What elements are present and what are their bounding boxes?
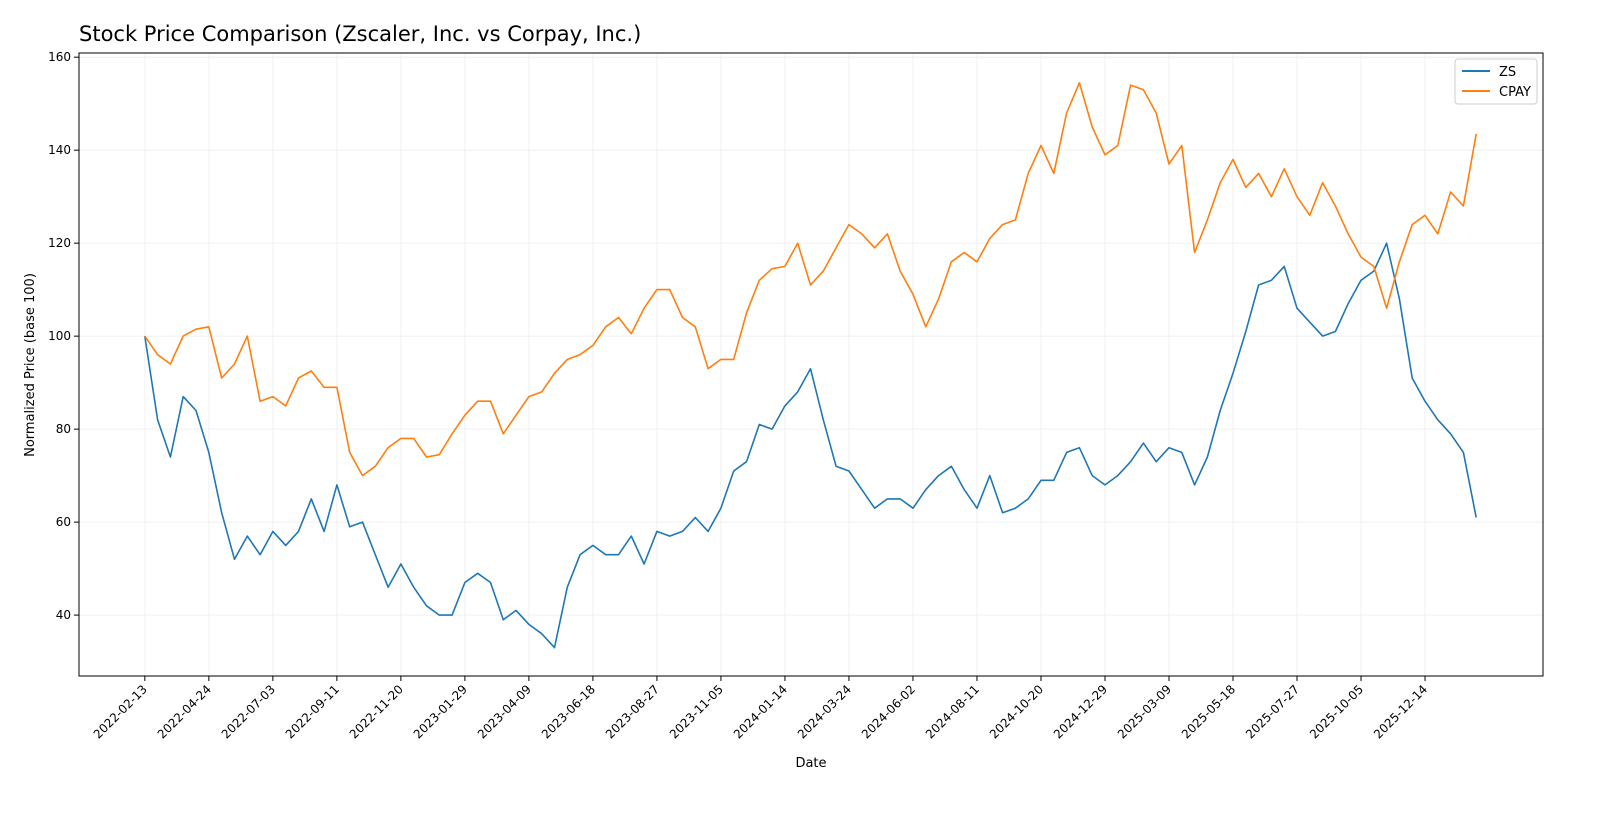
y-tick-label: 60 [56, 515, 71, 529]
x-tick-label: 2023-11-05 [667, 682, 726, 741]
series-line-zs [144, 242, 1477, 649]
x-tick-label: 2024-03-24 [795, 682, 854, 741]
chart-title: Stock Price Comparison (Zscaler, Inc. vs… [79, 22, 641, 46]
x-tick-label: 2022-04-24 [155, 682, 214, 741]
legend-label-zs: ZS [1499, 65, 1516, 80]
x-tick-label: 2022-02-13 [91, 682, 150, 741]
y-axis-label: Normalized Price (base 100) [23, 273, 38, 457]
x-tick-label: 2023-08-27 [603, 682, 662, 741]
y-tick-label: 140 [48, 143, 71, 157]
series-lines [144, 82, 1477, 649]
x-tick-label: 2022-11-20 [347, 682, 406, 741]
x-tick-label: 2025-05-18 [1179, 682, 1238, 741]
plot-area-frame [78, 52, 1544, 677]
x-tick-label: 2023-01-29 [411, 682, 470, 741]
x-tick-label: 2024-12-29 [1051, 682, 1110, 741]
y-tick-label: 120 [48, 236, 71, 250]
grid-lines [79, 53, 1543, 676]
x-tick-label: 2024-08-11 [923, 682, 982, 741]
x-tick-label: 2023-04-09 [475, 682, 534, 741]
x-tick-label: 2025-03-09 [1115, 682, 1174, 741]
x-axis-ticks: 2022-02-13 2022-04-24 2022-07-03 2022-09-11… [91, 676, 1430, 741]
x-tick-label: 2025-12-14 [1371, 682, 1430, 741]
x-tick-label: 2025-07-27 [1243, 682, 1302, 741]
y-tick-label: 100 [48, 329, 71, 343]
x-tick-label: 2024-10-20 [987, 682, 1046, 741]
y-tick-label: 80 [56, 422, 71, 436]
x-tick-label: 2022-07-03 [219, 682, 278, 741]
x-tick-label: 2024-06-02 [859, 682, 918, 741]
y-axis-ticks: 40 60 80 100 120 140 160 [48, 50, 79, 622]
x-tick-label: 2025-10-05 [1307, 682, 1366, 741]
y-tick-label: 40 [56, 608, 71, 622]
series-line-cpay [144, 82, 1477, 477]
x-tick-label: 2023-06-18 [539, 682, 598, 741]
y-tick-label: 160 [48, 50, 71, 64]
legend-label-cpay: CPAY [1499, 85, 1531, 100]
x-tick-label: 2024-01-14 [731, 682, 790, 741]
x-tick-label: 2022-09-11 [283, 682, 342, 741]
legend: ZS CPAY [1454, 58, 1538, 105]
x-axis-label: Date [795, 756, 826, 771]
